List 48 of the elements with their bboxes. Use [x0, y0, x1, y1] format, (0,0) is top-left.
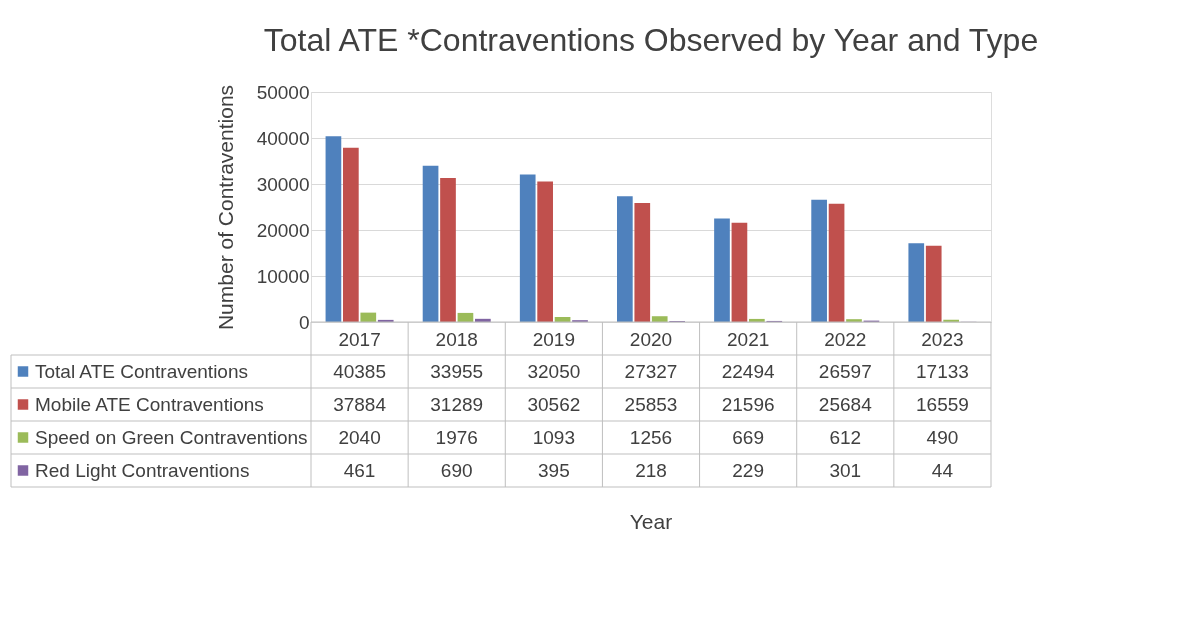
- data-label: 32050: [527, 360, 581, 382]
- data-label: 1256: [629, 426, 673, 448]
- data-label: 1976: [435, 426, 478, 448]
- x-tick-label: 2023: [921, 328, 964, 350]
- data-label: 26597: [818, 360, 872, 382]
- legend-label: Speed on Green Contraventions: [35, 426, 308, 448]
- legend-label: Red Light Contraventions: [35, 459, 250, 481]
- data-label: 16559: [916, 393, 969, 415]
- text: Year: [629, 510, 673, 533]
- x-tick-label: 2019: [532, 328, 575, 350]
- data-label: 33955: [430, 360, 484, 382]
- data-label: 21596: [721, 393, 775, 415]
- y-tick-label: 50000: [256, 81, 310, 103]
- data-label: 25853: [624, 393, 678, 415]
- x-tick-label: 2017: [338, 328, 381, 350]
- y-tick-label: 0: [298, 311, 310, 333]
- data-label: 2040: [338, 426, 381, 448]
- data-label: 25684: [818, 393, 873, 415]
- data-label: 690: [440, 459, 473, 481]
- data-label: 669: [732, 426, 764, 448]
- data-label: 229: [732, 459, 764, 481]
- legend-label: Total ATE Contraventions: [35, 360, 248, 382]
- y-tick-label: 20000: [256, 219, 310, 241]
- data-label: 44: [931, 459, 954, 481]
- x-tick-label: 2021: [727, 328, 770, 350]
- data-label: 612: [829, 426, 862, 448]
- data-label: 461: [343, 459, 376, 481]
- x-tick-label: 2020: [629, 328, 673, 350]
- data-label: 37884: [333, 393, 387, 415]
- data-label: 490: [926, 426, 959, 448]
- legend-label: Mobile ATE Contraventions: [35, 393, 264, 415]
- data-label: 218: [635, 459, 667, 481]
- data-label: 30562: [527, 393, 581, 415]
- data-label: 40385: [333, 360, 386, 382]
- data-label: 27327: [624, 360, 678, 382]
- data-label: 1093: [532, 426, 575, 448]
- data-label: 31289: [430, 393, 484, 415]
- y-tick-label: 30000: [256, 173, 310, 195]
- y-tick-label: 40000: [256, 127, 310, 149]
- data-label: 395: [538, 459, 570, 481]
- data-label: 22494: [721, 360, 775, 382]
- data-label: 301: [829, 459, 862, 481]
- x-tick-label: 2022: [824, 328, 867, 350]
- y-tick-label: 10000: [256, 265, 310, 287]
- y-axis-title: Number of Contraventions: [213, 84, 237, 331]
- x-tick-label: 2018: [435, 328, 478, 350]
- data-label: 17133: [916, 360, 969, 382]
- chart-title: Total ATE *Contraventions Observed by Year and Type: [263, 22, 1039, 58]
